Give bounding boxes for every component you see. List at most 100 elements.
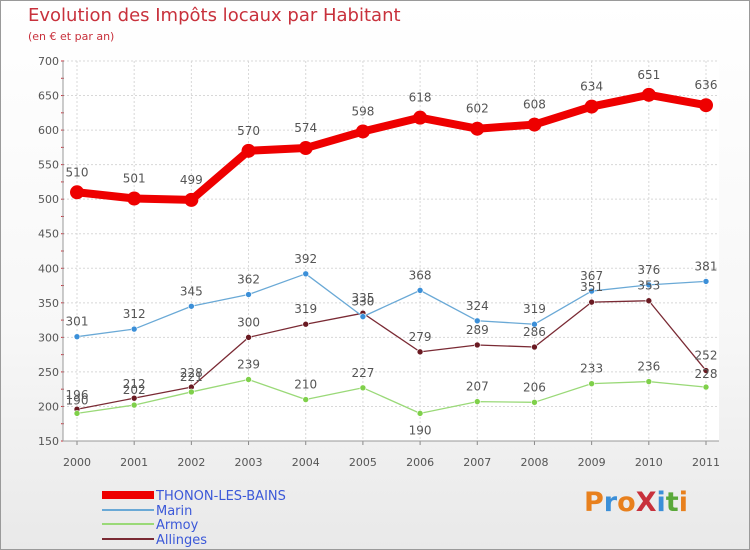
data-point — [645, 297, 653, 305]
data-point — [702, 278, 710, 285]
data-label: 236 — [637, 360, 660, 374]
legend-label: Allinges — [156, 533, 207, 548]
x-tick-label: 2009 — [578, 456, 606, 469]
data-point — [127, 191, 142, 206]
data-label: 368 — [409, 268, 432, 282]
x-tick-label: 2005 — [349, 456, 377, 469]
data-point — [359, 384, 367, 392]
y-tick-label: 550 — [38, 159, 59, 172]
series-line — [76, 273, 707, 338]
data-label: 206 — [523, 380, 546, 394]
y-tick-label: 400 — [38, 262, 59, 275]
data-label: 319 — [294, 302, 317, 316]
data-point — [302, 396, 310, 403]
data-point — [359, 313, 367, 320]
data-point — [245, 291, 252, 298]
data-label: 312 — [123, 307, 146, 321]
x-tick-label: 2010 — [635, 456, 663, 469]
data-point — [245, 376, 252, 383]
data-point — [298, 141, 313, 156]
data-label: 353 — [637, 279, 660, 293]
data-label: 570 — [237, 124, 260, 138]
data-point — [416, 410, 424, 417]
data-point — [531, 399, 538, 406]
data-point — [130, 325, 138, 333]
plot-area — [63, 61, 719, 441]
data-point — [699, 98, 713, 113]
data-label: 392 — [294, 252, 317, 266]
data-point — [355, 124, 370, 139]
data-point — [584, 99, 599, 114]
data-point — [184, 192, 199, 207]
data-label: 510 — [66, 165, 89, 179]
data-point — [702, 383, 710, 391]
data-point — [702, 367, 710, 374]
logo-letter: r — [603, 487, 618, 518]
data-point — [302, 270, 310, 278]
data-point — [416, 287, 424, 294]
logo-letter: i — [656, 487, 666, 518]
data-point — [416, 348, 424, 356]
logo-letter: o — [617, 487, 636, 518]
data-point — [130, 401, 138, 409]
data-label: 345 — [180, 284, 203, 298]
x-tick-label: 2003 — [235, 456, 263, 469]
data-label: 319 — [523, 302, 546, 316]
data-label: 202 — [123, 383, 146, 397]
data-label: 207 — [466, 380, 489, 394]
data-label: 608 — [523, 98, 546, 112]
data-point — [245, 334, 252, 341]
data-label: 651 — [637, 68, 660, 82]
proxiti-logo: ProXiti — [584, 487, 688, 518]
data-label: 324 — [466, 299, 489, 313]
chart-title: Evolution des Impôts locaux par Habitant — [28, 5, 401, 26]
data-label: 196 — [66, 388, 89, 402]
data-point — [645, 281, 653, 289]
data-label: 239 — [237, 358, 260, 372]
data-point — [531, 343, 538, 351]
legend-label: THONON-LES-BAINS — [155, 489, 286, 504]
x-tick-label: 2006 — [406, 456, 434, 469]
y-tick-label: 500 — [38, 193, 59, 206]
data-label: 499 — [180, 173, 203, 187]
chart-subtitle: (en € et par an) — [28, 30, 115, 43]
data-label: 252 — [695, 349, 718, 363]
series-line — [76, 378, 707, 415]
data-point — [473, 317, 481, 325]
logo-letter: P — [584, 487, 604, 518]
legend-label: Armoy — [156, 518, 199, 533]
data-point — [188, 388, 195, 396]
data-label: 335 — [351, 291, 374, 305]
series-line — [73, 90, 710, 204]
data-point — [531, 320, 538, 328]
y-tick-label: 600 — [38, 124, 59, 137]
y-tick-label: 650 — [38, 90, 59, 103]
data-point — [470, 121, 485, 136]
data-point — [241, 143, 256, 158]
x-tick-label: 2007 — [463, 456, 491, 469]
y-tick-label: 350 — [38, 297, 59, 310]
series-line — [76, 300, 707, 410]
data-label: 636 — [695, 78, 718, 92]
data-label: 228 — [180, 366, 203, 380]
data-label: 289 — [466, 323, 489, 337]
data-label: 598 — [351, 104, 374, 118]
data-label: 212 — [123, 377, 146, 391]
data-label: 286 — [523, 325, 546, 339]
logo-letter: t — [665, 487, 679, 518]
data-label: 301 — [66, 315, 89, 329]
data-label: 367 — [580, 269, 603, 283]
data-label: 228 — [695, 367, 718, 381]
data-label: 221 — [180, 370, 203, 384]
y-tick-label: 200 — [38, 400, 59, 413]
x-tick-label: 2004 — [292, 456, 320, 469]
data-label: 381 — [695, 259, 718, 273]
data-label: 233 — [580, 362, 603, 376]
data-point — [473, 398, 481, 405]
data-label: 279 — [409, 330, 432, 344]
data-point — [473, 341, 481, 349]
data-label: 602 — [466, 102, 489, 116]
y-tick-label: 300 — [38, 331, 59, 344]
data-point — [641, 87, 656, 102]
